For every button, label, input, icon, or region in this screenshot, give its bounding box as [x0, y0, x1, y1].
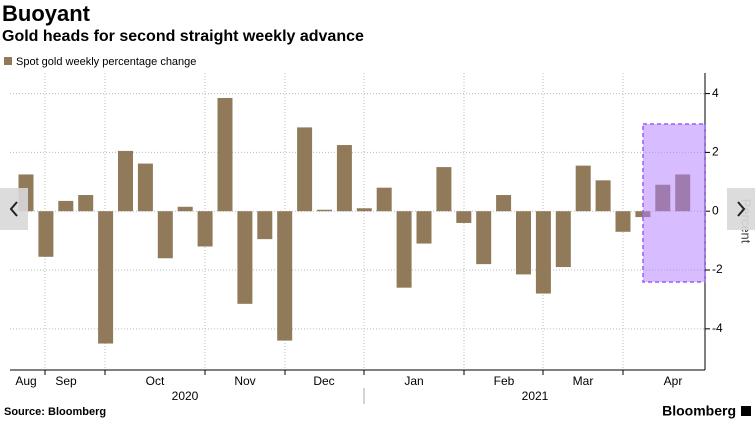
- brand-icon: [741, 406, 751, 416]
- bar: [555, 211, 571, 268]
- month-label: Oct: [146, 374, 165, 388]
- bar: [516, 211, 531, 275]
- month-label: Jan: [404, 374, 423, 388]
- month-label: Mar: [573, 374, 594, 388]
- brand: Bloomberg: [662, 403, 736, 419]
- legend-swatch: [4, 57, 12, 65]
- bar: [336, 145, 352, 212]
- bar: [78, 195, 94, 212]
- highlight-box: [642, 123, 706, 283]
- bar: [257, 211, 273, 240]
- chart-title: Buoyant: [2, 1, 91, 26]
- bar: [177, 206, 193, 212]
- y-tick-label: -4: [712, 321, 723, 335]
- bar: [496, 195, 512, 212]
- bar: [217, 97, 233, 212]
- bar: [58, 200, 74, 212]
- bar: [118, 150, 133, 212]
- chart-subtitle: Gold heads for second straight weekly ad…: [2, 28, 364, 45]
- prev-arrow: [9, 201, 18, 217]
- bar: [416, 211, 432, 244]
- bar: [575, 165, 591, 212]
- bar: [615, 211, 631, 232]
- bar: [356, 208, 372, 212]
- bar: [297, 127, 313, 212]
- bar: [376, 187, 392, 212]
- bar: [317, 209, 332, 212]
- prev-button[interactable]: [0, 188, 28, 230]
- month-label: Dec: [313, 374, 334, 388]
- month-label: Sep: [55, 374, 77, 388]
- year-label: 2020: [172, 389, 199, 403]
- bar: [197, 211, 213, 247]
- bar: [535, 211, 551, 294]
- y-tick-label: -2: [712, 262, 723, 276]
- y-tick-label: 2: [712, 145, 719, 159]
- bar: [157, 211, 173, 259]
- bar: [456, 211, 472, 223]
- legend-label: Spot gold weekly percentage change: [16, 56, 196, 68]
- bar: [635, 211, 651, 218]
- next-arrow: [737, 201, 746, 217]
- bar: [595, 180, 611, 212]
- source: Source: Bloomberg: [4, 406, 106, 418]
- bar: [98, 211, 114, 344]
- month-label: Apr: [664, 374, 683, 388]
- month-label: Feb: [494, 374, 515, 388]
- month-label: Nov: [234, 374, 255, 388]
- y-tick-label: 4: [712, 86, 719, 100]
- bar: [277, 211, 293, 341]
- bar: [137, 163, 153, 212]
- bar: [38, 211, 54, 257]
- bar: [436, 167, 452, 212]
- bar: [396, 211, 412, 288]
- bar: [476, 211, 492, 265]
- bar: [237, 211, 253, 304]
- year-label: 2021: [522, 389, 549, 403]
- y-tick-label: 0: [712, 203, 719, 217]
- next-button[interactable]: [727, 188, 755, 230]
- month-label: Aug: [15, 374, 36, 388]
